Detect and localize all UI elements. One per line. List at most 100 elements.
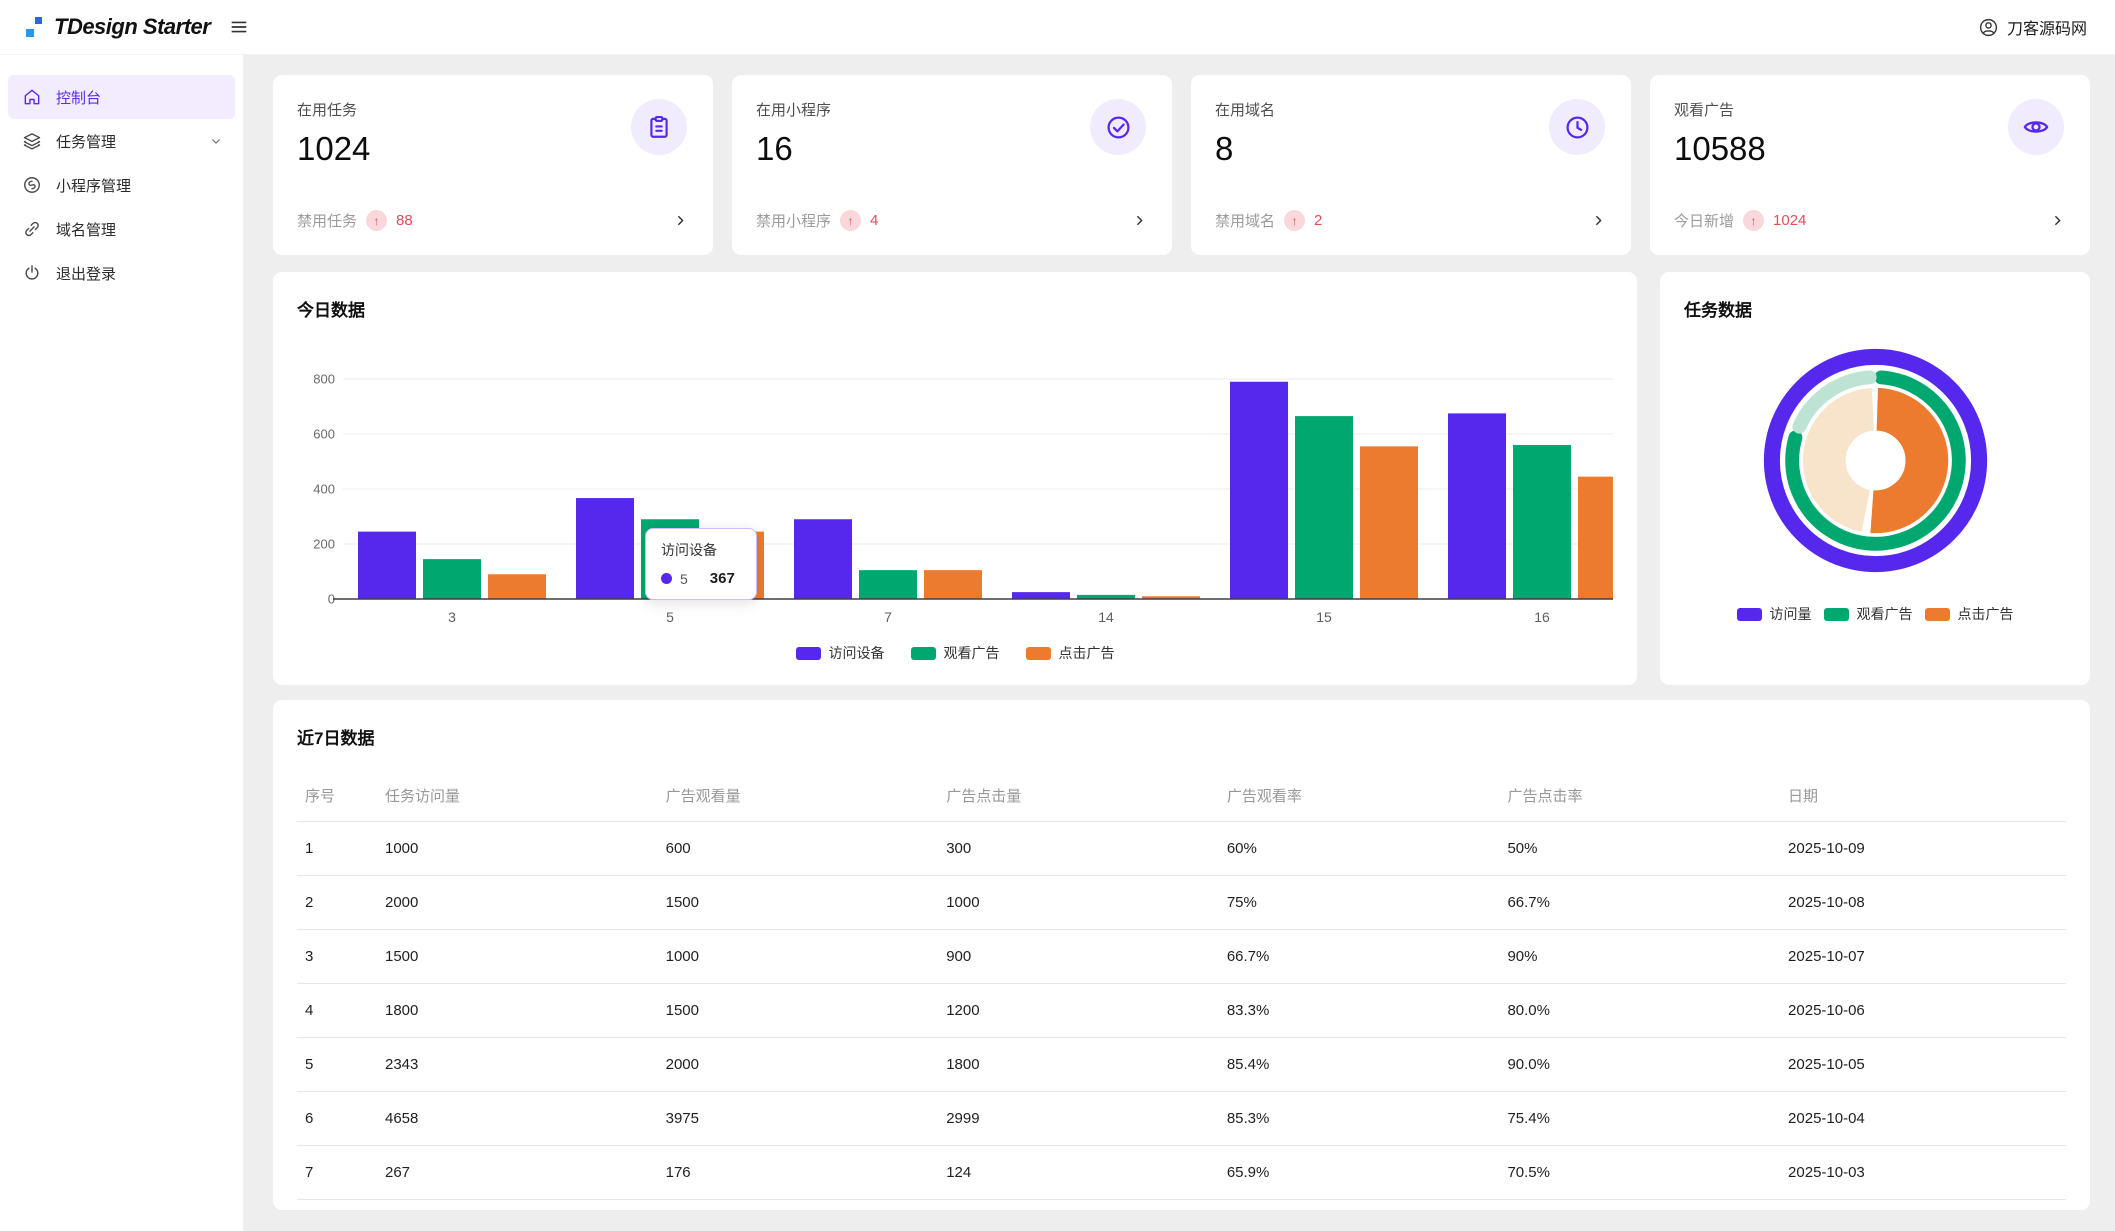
sidebar-item-label: 小程序管理: [56, 177, 132, 195]
donut-chart[interactable]: [1684, 343, 2066, 578]
stat-card-ad-views: 观看广告 10588 今日新增 ↑ 1024: [1650, 75, 2090, 255]
trend-up-icon: ↑: [366, 210, 388, 231]
table-cell: 2999: [938, 1091, 1219, 1146]
sidebar-item-label: 退出登录: [56, 265, 117, 283]
chevron-right-icon[interactable]: [1131, 212, 1148, 229]
table-cell: 3975: [657, 1091, 939, 1146]
sidebar-item-label: 任务管理: [56, 133, 117, 151]
table-cell: 2: [297, 875, 377, 930]
stat-cards-row: 在用任务 1024 禁用任务 ↑ 88 在用小程序 16: [273, 75, 2090, 255]
table-row: 3 1500 1000 900 66.7% 90% 2025-10-07: [297, 929, 2066, 984]
table-cell: 5: [297, 1037, 377, 1092]
stat-card-active-miniprograms: 在用小程序 16 禁用小程序 ↑ 4: [732, 75, 1172, 255]
svg-text:400: 400: [313, 482, 335, 497]
table-cell: 90.0%: [1499, 1037, 1781, 1092]
stat-card-active-domains: 在用域名 8 禁用域名 ↑ 2: [1191, 75, 1631, 255]
sidebar-item-label: 域名管理: [56, 221, 117, 239]
user-menu[interactable]: 刀客源码网: [1978, 15, 2087, 39]
chevron-right-icon[interactable]: [2049, 212, 2066, 229]
table-cell: 4: [297, 983, 377, 1038]
stat-value: 16: [756, 130, 793, 167]
table-row: 2 2000 1500 1000 75% 66.7% 2025-10-08: [297, 875, 2066, 930]
table-cell: 1200: [938, 983, 1219, 1038]
chevron-right-icon[interactable]: [672, 212, 689, 229]
svg-text:600: 600: [313, 427, 335, 442]
table-cell: 176: [657, 1145, 939, 1200]
svg-text:800: 800: [313, 372, 335, 387]
table-row: 5 2343 2000 1800 85.4% 90.0% 2025-10-05: [297, 1037, 2066, 1092]
table-column-header: 广告观看量: [657, 771, 939, 822]
clipboard-icon: [631, 99, 687, 155]
legend-item[interactable]: 点击广告: [1025, 643, 1115, 663]
table-cell: 50%: [1499, 821, 1781, 876]
sidebar-item-logout[interactable]: 退出登录: [8, 251, 235, 295]
last-7-days-card: 近7日数据 序号 任务访问量 广告观看量 广告点击量 广告观看率 广告点击率 日期 1 100…: [273, 700, 2090, 1210]
chevron-right-icon[interactable]: [1590, 212, 1607, 229]
table-cell: 1800: [377, 983, 658, 1038]
power-icon: [22, 263, 42, 283]
legend-swatch: [1823, 607, 1849, 621]
table-cell: 4658: [377, 1091, 658, 1146]
app-title: TDesign Starter: [54, 14, 211, 39]
sidebar-item-tasks[interactable]: 任务管理: [8, 119, 235, 163]
bar-chart[interactable]: 0 200 400 600 800 3 5 7 14 15 16: [297, 347, 1613, 631]
svg-text:14: 14: [1098, 609, 1114, 625]
stat-footer: 禁用域名 ↑ 2: [1215, 210, 1607, 231]
tooltip-series-dot: [661, 573, 672, 584]
bar-chart-title: 今日数据: [297, 301, 365, 320]
trend-value: 4: [870, 212, 879, 229]
table-cell: 267: [377, 1145, 658, 1200]
table-cell: 7: [297, 1145, 377, 1200]
table-cell: 66.7%: [1499, 875, 1781, 930]
stat-value: 1024: [297, 130, 371, 167]
table-row: 6 4658 3975 2999 85.3% 75.4% 2025-10-04: [297, 1091, 2066, 1146]
sidebar-item-dashboard[interactable]: 控制台: [8, 75, 235, 119]
sidebar-item-domains[interactable]: 域名管理: [8, 207, 235, 251]
sidebar-item-miniprogram[interactable]: 小程序管理: [8, 163, 235, 207]
table-column-header: 序号: [297, 771, 377, 822]
table-cell: 2025-10-06: [1780, 983, 2066, 1038]
layers-icon: [22, 131, 42, 151]
table-cell: 75%: [1218, 875, 1500, 930]
legend-item[interactable]: 观看广告: [1823, 604, 1913, 624]
chevron-down-icon[interactable]: [209, 134, 223, 148]
stat-footer-label: 今日新增: [1674, 213, 1735, 230]
charts-row: 今日数据 0 200 400 600 800 3 5 7 14 15 16 访问设备 观看广告 点击广告…: [273, 272, 2090, 685]
clock-icon: [1549, 99, 1605, 155]
table-cell: 300: [938, 821, 1219, 876]
stat-label: 在用小程序: [756, 102, 832, 119]
legend-item[interactable]: 观看广告: [910, 643, 1000, 663]
legend-item[interactable]: 访问设备: [795, 643, 885, 663]
trend-value: 88: [396, 212, 413, 229]
legend-swatch: [1924, 607, 1950, 621]
main-content: 在用任务 1024 禁用任务 ↑ 88 在用小程序 16: [243, 55, 2115, 1231]
legend-item[interactable]: 点击广告: [1924, 604, 2014, 624]
app-header: TDesign Starter 刀客源码网: [0, 0, 2115, 55]
link-icon: [22, 219, 42, 239]
stat-footer-label: 禁用任务: [297, 213, 358, 230]
stat-footer: 今日新增 ↑ 1024: [1674, 210, 2066, 231]
user-icon: [1979, 18, 1998, 36]
legend-item[interactable]: 访问量: [1736, 604, 1812, 624]
stat-footer: 禁用任务 ↑ 88: [297, 210, 689, 231]
legend-swatch: [1736, 607, 1762, 621]
stat-card-active-tasks: 在用任务 1024 禁用任务 ↑ 88: [273, 75, 713, 255]
table-cell: 1500: [657, 983, 939, 1038]
stat-label: 观看广告: [1674, 102, 1735, 119]
table-header: 序号 任务访问量 广告观看量 广告点击量 广告观看率 广告点击率 日期: [297, 771, 2066, 822]
table-cell: 1500: [377, 929, 658, 984]
table-cell: 1800: [938, 1037, 1219, 1092]
svg-text:200: 200: [313, 537, 335, 552]
menu-toggle-icon[interactable]: [228, 16, 250, 38]
legend-swatch: [1025, 646, 1051, 660]
table-cell: 85.4%: [1218, 1037, 1500, 1092]
table-row: 4 1800 1500 1200 83.3% 80.0% 2025-10-06: [297, 983, 2066, 1038]
today-data-card: 今日数据 0 200 400 600 800 3 5 7 14 15 16 访问设备 观看广告 点击广告…: [273, 272, 1637, 685]
chart-tooltip: 访问设备 5 367: [645, 528, 757, 600]
table-cell: 2000: [377, 875, 658, 930]
table-column-header: 任务访问量: [377, 771, 658, 822]
stat-footer: 禁用小程序 ↑ 4: [756, 210, 1148, 231]
table-cell: 600: [657, 821, 939, 876]
table-row: 1 1000 600 300 60% 50% 2025-10-09: [297, 821, 2066, 876]
eye-icon: [2008, 99, 2064, 155]
